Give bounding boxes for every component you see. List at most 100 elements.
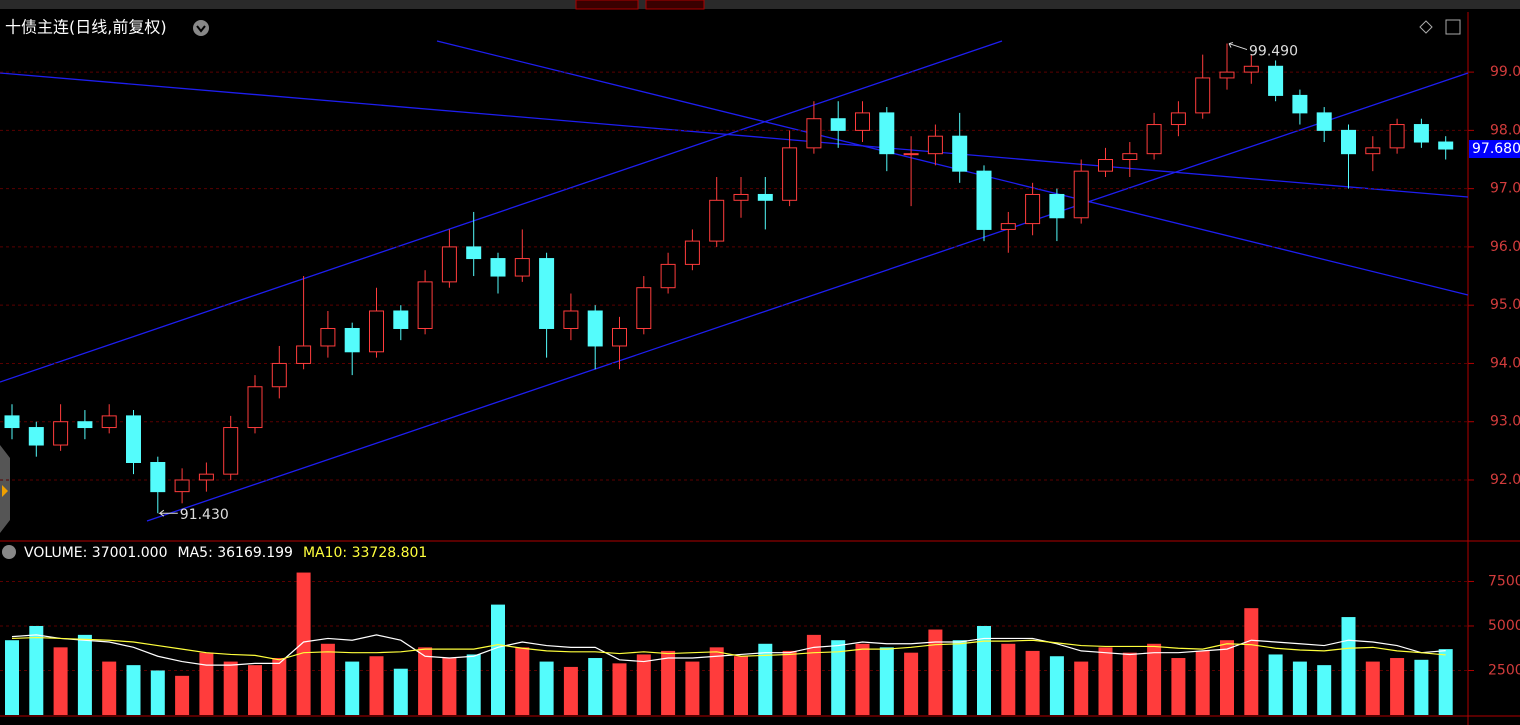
volume-menu-icon[interactable]	[2, 545, 16, 559]
ma-line	[11, 636, 1446, 661]
volume-bar	[491, 604, 505, 715]
y-tick-label: 92.00	[1490, 472, 1520, 488]
candle-body	[660, 263, 676, 289]
candle-body	[1413, 124, 1429, 143]
volume-bar	[418, 647, 433, 715]
y-tick-label: 98.00	[1490, 122, 1520, 138]
candle-body	[684, 240, 700, 265]
volume-bar	[223, 661, 238, 715]
chart-title: 十债主连(日线,前复权)	[5, 18, 167, 37]
volume-bar	[29, 625, 44, 715]
candle-body	[1000, 223, 1016, 230]
layout-icon[interactable]	[1445, 19, 1461, 35]
volume-bar	[952, 640, 967, 715]
menu-tab[interactable]	[645, 0, 705, 10]
volume-bar	[1171, 658, 1186, 715]
y-tick-label: 95.00	[1490, 297, 1520, 313]
y-tick-label: 93.00	[1490, 414, 1520, 430]
volume-bar	[1001, 643, 1016, 715]
last-price-box	[1469, 140, 1520, 159]
volume-bar	[515, 647, 530, 715]
candle-body	[757, 193, 773, 201]
volume-header: MA10: 33728.801	[303, 545, 427, 561]
candle-body	[101, 415, 117, 429]
icon-glyph	[196, 25, 206, 33]
trend-line	[146, 72, 1469, 522]
volume-bar	[369, 656, 384, 715]
candle-body	[490, 258, 506, 277]
volume-bar	[563, 666, 578, 715]
volume-bar	[1268, 654, 1283, 715]
candle-body	[417, 281, 433, 329]
last-price-label: 97.680	[1472, 141, 1520, 157]
volume-header: VOLUME: 37001.000	[24, 545, 168, 561]
volume-bar	[661, 650, 676, 715]
y-tick-label: 50000	[1488, 618, 1520, 634]
candle-body	[514, 258, 530, 277]
volume-bar	[272, 658, 287, 715]
annotation-arrow	[1228, 42, 1248, 51]
candle-body	[636, 287, 652, 329]
volume-bar	[612, 663, 627, 715]
volume-bar	[1098, 647, 1113, 715]
volume-bar	[5, 640, 19, 715]
candle-body	[77, 421, 93, 429]
candle-body	[1341, 129, 1356, 155]
volume-header: MA5: 36169.199	[178, 545, 293, 561]
candle-body	[806, 118, 822, 149]
volume-bar	[855, 643, 870, 715]
trend-line	[0, 72, 1469, 198]
trend-line	[0, 40, 1003, 383]
ma-line	[11, 634, 1446, 666]
candle-body	[126, 415, 141, 464]
y-tick-label: 97.00	[1490, 181, 1520, 197]
volume-bar	[1147, 643, 1162, 715]
volume-bar	[1317, 665, 1332, 715]
candle-body	[709, 199, 725, 242]
candle-body	[393, 310, 409, 329]
volume-bar	[296, 572, 311, 715]
volume-bar	[1244, 608, 1259, 715]
candle-body	[296, 345, 312, 364]
candle-body	[441, 246, 457, 283]
volume-bar	[150, 670, 165, 715]
volume-bar	[1122, 652, 1137, 715]
title-menu-icon[interactable]	[193, 20, 209, 36]
candle-body	[927, 135, 943, 155]
volume-bar	[466, 654, 481, 715]
volume-bar	[1365, 661, 1380, 715]
candle-body	[1073, 170, 1089, 219]
annotation-arrow	[158, 509, 178, 517]
volume-bar	[1220, 640, 1234, 715]
volume-bar	[928, 629, 943, 715]
candle-body	[344, 327, 360, 353]
draw-icon[interactable]	[1419, 20, 1433, 34]
menu-bar[interactable]	[0, 0, 1520, 9]
volume-bar	[320, 643, 335, 715]
high-annotation: 99.490	[1249, 44, 1298, 60]
candle-body	[223, 427, 239, 475]
volume-bar	[126, 665, 141, 715]
candle-body	[1098, 159, 1113, 172]
volume-bar	[102, 661, 117, 715]
candle-body	[1170, 112, 1186, 126]
candle-body	[587, 310, 603, 347]
menu-tab[interactable]	[575, 0, 639, 10]
volume-bar	[1025, 650, 1040, 715]
candle-body	[1122, 153, 1138, 161]
volume-bar	[685, 661, 700, 715]
volume-bar	[977, 625, 991, 715]
volume-bar	[175, 675, 190, 715]
candle-body	[271, 362, 287, 388]
volume-bar	[393, 668, 408, 715]
volume-bar	[734, 656, 748, 715]
candle-body	[466, 246, 482, 260]
candle-body	[563, 310, 579, 329]
volume-bar	[1341, 617, 1356, 715]
candle-body	[369, 310, 384, 353]
candle-body	[198, 473, 214, 481]
candle-body	[174, 479, 190, 493]
y-tick-label: 25000	[1488, 662, 1520, 678]
candle-body	[1025, 193, 1041, 225]
side-handle-arrow	[2, 485, 8, 497]
